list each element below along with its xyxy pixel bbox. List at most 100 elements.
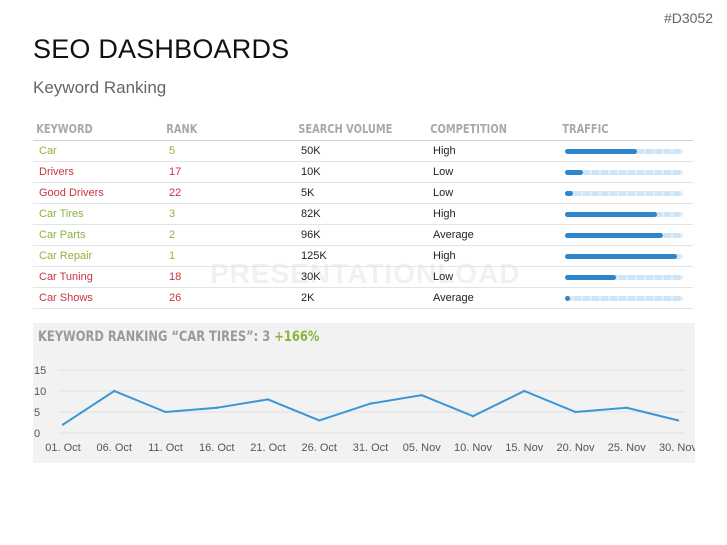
keyword-cell: Car Shows [33, 287, 163, 309]
x-tick-label: 30. Nov [659, 442, 695, 454]
table-header-row: KEYWORD RANK SEARCH VOLUME COMPETITION T… [33, 118, 693, 141]
column-header-competition: COMPETITION [427, 118, 536, 141]
traffic-bar-fill [565, 232, 663, 238]
keyword-cell: Car Parts [33, 224, 163, 246]
data-point [61, 423, 65, 426]
y-tick-label: 15 [34, 365, 46, 377]
column-header-keyword: KEYWORD [33, 118, 140, 141]
keyword-cell: Car Tuning [33, 266, 163, 288]
x-tick-label: 11. Oct [148, 442, 183, 454]
traffic-bar [565, 148, 683, 154]
keyword-ranking-chart-panel: KEYWORD RANKING “CAR TIRES”: 3 +166% 0 5 1… [33, 323, 695, 463]
traffic-bar-fill [565, 169, 583, 175]
x-tick-label: 01. Oct [45, 442, 80, 454]
keyword-cell: Car Repair [33, 245, 163, 267]
search-volume-cell: 30K [295, 266, 427, 288]
chart-heading: KEYWORD RANKING “CAR TIRES”: 3 +166% [38, 329, 319, 345]
slide-id-tag: #D3052 [663, 10, 713, 26]
rank-cell: 26 [163, 287, 295, 309]
traffic-bar-fill [565, 211, 658, 217]
traffic-bar-fill [565, 190, 574, 196]
traffic-bar [565, 232, 683, 238]
search-volume-cell: 82K [295, 203, 427, 225]
table-row: Good Drivers 22 5K Low [33, 182, 693, 204]
ranking-line-chart: 0 5 10 15 01. Oct 06. Oct 11. Oct 16. Oct 21. Oc… [34, 365, 695, 454]
traffic-cell [559, 161, 693, 183]
data-point [369, 402, 372, 405]
x-tick-label: 10. Nov [454, 442, 492, 454]
keyword-table-body: Car 5 50K High Drivers 17 10K Low Good Drivers 22… [33, 140, 693, 309]
competition-cell: High [427, 245, 559, 267]
table-row: Car Repair 1 125K High [33, 245, 693, 267]
x-tick-label: 16. Oct [199, 442, 234, 454]
traffic-cell [559, 245, 693, 267]
keyword-cell: Car [33, 140, 163, 162]
x-tick-label: 25. Nov [608, 442, 646, 454]
keyword-table: KEYWORD RANK SEARCH VOLUME COMPETITION T… [33, 118, 693, 309]
data-point [164, 410, 167, 414]
table-row: Drivers 17 10K Low [33, 161, 693, 183]
column-header-rank: RANK [163, 118, 272, 141]
competition-cell: Low [427, 182, 559, 204]
traffic-bar-fill [565, 253, 678, 259]
y-tick-label: 0 [34, 428, 40, 440]
x-tick-label: 20. Nov [557, 442, 595, 454]
traffic-bar [565, 190, 683, 196]
search-volume-cell: 2K [295, 287, 427, 309]
x-tick-label: 26. Oct [302, 442, 337, 454]
traffic-bar [565, 253, 683, 259]
search-volume-cell: 96K [295, 224, 427, 246]
traffic-bar [565, 169, 683, 175]
data-point [266, 398, 270, 401]
table-row: Car Tuning 18 30K Low [33, 266, 693, 288]
data-point [523, 389, 526, 393]
chart-heading-change: +166% [274, 329, 320, 345]
keyword-cell: Drivers [33, 161, 163, 183]
table-row: Car Parts 2 96K Average [33, 224, 693, 246]
traffic-bar-fill [565, 148, 637, 154]
traffic-bar [565, 295, 683, 301]
competition-cell: High [427, 140, 559, 162]
traffic-cell [559, 140, 693, 162]
y-tick-label: 5 [34, 407, 40, 419]
rank-cell: 18 [163, 266, 295, 288]
data-point [318, 419, 321, 422]
search-volume-cell: 5K [295, 182, 427, 204]
chart-heading-label: KEYWORD RANKING “CAR TIRES”: 3 [38, 329, 271, 345]
table-row: Car Shows 26 2K Average [33, 287, 693, 309]
keyword-cell: Good Drivers [33, 182, 163, 204]
x-tick-label: 15. Nov [505, 442, 543, 454]
data-point [113, 389, 116, 393]
data-point [676, 419, 680, 422]
rank-cell: 1 [163, 245, 295, 267]
traffic-cell [559, 203, 693, 225]
data-point [420, 394, 423, 397]
data-point [471, 415, 475, 418]
traffic-bar [565, 274, 683, 280]
column-header-search-volume: SEARCH VOLUME [295, 118, 404, 141]
rank-cell: 2 [163, 224, 295, 246]
traffic-cell [559, 287, 693, 309]
x-tick-label: 06. Oct [97, 442, 132, 454]
page-subtitle: Keyword Ranking [33, 78, 167, 97]
rank-cell: 5 [163, 140, 295, 162]
traffic-bar-fill [565, 295, 570, 301]
keyword-cell: Car Tires [33, 203, 163, 225]
series-line [62, 389, 679, 426]
traffic-bar-fill [565, 274, 616, 280]
competition-cell: Average [427, 287, 559, 309]
data-point [574, 410, 577, 414]
x-tick-label: 21. Oct [250, 442, 285, 454]
rank-cell: 22 [163, 182, 295, 204]
x-tick-label: 05. Nov [403, 442, 441, 454]
table-row: Car 5 50K High [33, 140, 693, 162]
x-tick-label: 31. Oct [353, 442, 388, 454]
search-volume-cell: 50K [295, 140, 427, 162]
rank-cell: 17 [163, 161, 295, 183]
data-point [215, 406, 218, 409]
competition-cell: High [427, 203, 559, 225]
table-row: Car Tires 3 82K High [33, 203, 693, 225]
y-tick-label: 10 [34, 386, 46, 398]
data-point [625, 406, 628, 409]
search-volume-cell: 125K [295, 245, 427, 267]
